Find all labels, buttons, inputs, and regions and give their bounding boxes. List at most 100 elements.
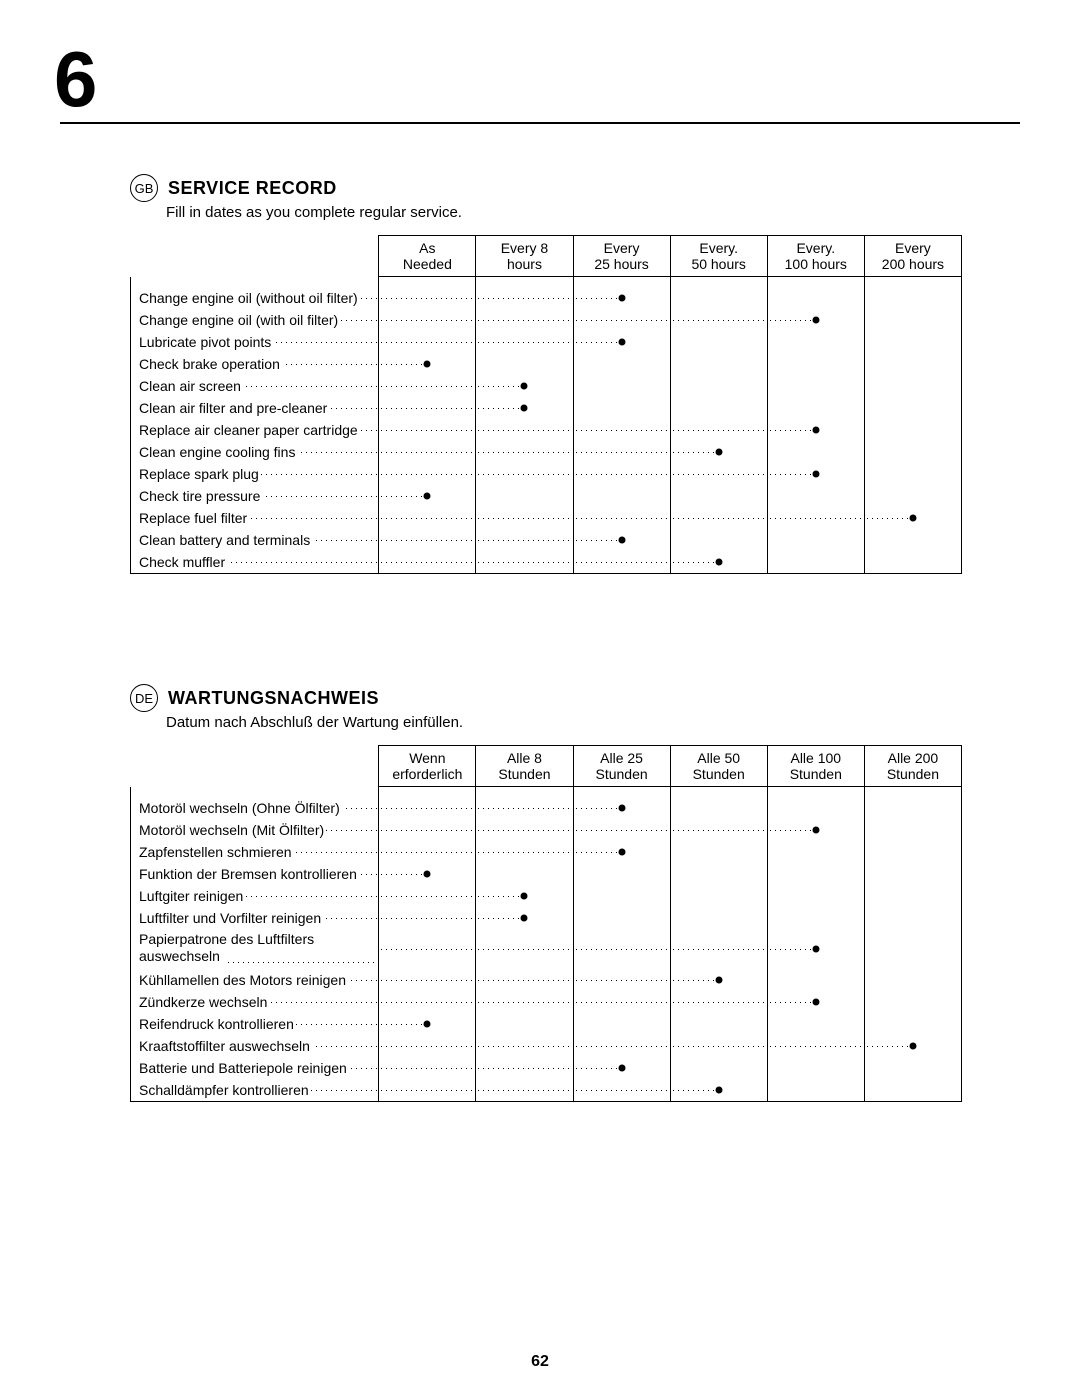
table-row: Zapfenstellen schmieren bbox=[131, 841, 962, 863]
task-label: Check brake operation bbox=[139, 356, 282, 372]
leader-dots bbox=[574, 949, 670, 950]
task-label: Clean engine cooling fins bbox=[139, 444, 297, 460]
interval-cell bbox=[379, 331, 476, 353]
column-header: Alle 25Stunden bbox=[573, 746, 670, 787]
task-cell: Clean battery and terminals bbox=[131, 529, 379, 551]
task-cell: Clean engine cooling fins bbox=[131, 441, 379, 463]
task-label: Zapfenstellen schmieren bbox=[139, 844, 294, 860]
table-row: Reifendruck kontrollieren bbox=[131, 1013, 962, 1035]
bullet-icon bbox=[618, 1065, 625, 1072]
column-header: Every 8hours bbox=[476, 236, 573, 277]
task-cell: Schalldämpfer kontrollieren bbox=[131, 1079, 379, 1102]
task-cell: Check muffler bbox=[131, 551, 379, 574]
task-label: Schalldämpfer kontrollieren bbox=[139, 1082, 311, 1098]
leader-dots bbox=[574, 452, 670, 453]
interval-cell bbox=[476, 797, 573, 819]
interval-cell bbox=[379, 441, 476, 463]
interval-cell bbox=[767, 819, 864, 841]
leader-dots bbox=[379, 830, 475, 831]
interval-cell bbox=[864, 309, 961, 331]
table-row: Change engine oil (without oil filter) bbox=[131, 287, 962, 309]
interval-cell bbox=[476, 1013, 573, 1035]
column-header-line2: 200 hours bbox=[867, 256, 959, 272]
leader-dots bbox=[671, 320, 767, 321]
interval-cell bbox=[864, 353, 961, 375]
task-label: Clean battery and terminals bbox=[139, 532, 312, 548]
task-label: Kraaftstoffilter auswechseln bbox=[139, 1038, 312, 1054]
interval-cell bbox=[379, 485, 476, 507]
interval-cell bbox=[767, 1013, 864, 1035]
leader-dots bbox=[379, 452, 475, 453]
interval-cell bbox=[864, 797, 961, 819]
leader-dots bbox=[379, 430, 475, 431]
interval-cell bbox=[379, 551, 476, 574]
column-header-line2: Stunden bbox=[673, 766, 765, 782]
interval-cell bbox=[573, 1057, 670, 1079]
task-label: Zündkerze wechseln bbox=[139, 994, 269, 1010]
task-cell: Luftfilter und Vorfilter reinigen bbox=[131, 907, 379, 929]
interval-cell bbox=[670, 529, 767, 551]
column-header-line1: Every 8 bbox=[478, 240, 570, 256]
interval-cell bbox=[670, 1079, 767, 1102]
bullet-icon bbox=[424, 361, 431, 368]
leader-dots bbox=[671, 474, 767, 475]
interval-cell bbox=[767, 929, 864, 969]
service-section: GBSERVICE RECORDFill in dates as you com… bbox=[130, 174, 1020, 574]
leader-dots bbox=[476, 386, 524, 387]
interval-cell bbox=[864, 841, 961, 863]
interval-cell bbox=[573, 529, 670, 551]
interval-cell bbox=[767, 485, 864, 507]
interval-cell bbox=[476, 397, 573, 419]
leader-dots bbox=[379, 852, 475, 853]
task-cell: Zündkerze wechseln bbox=[131, 991, 379, 1013]
task-cell: Motoröl wechseln (Ohne Ölfilter) bbox=[131, 797, 379, 819]
leader-dots bbox=[379, 298, 475, 299]
interval-cell bbox=[767, 1057, 864, 1079]
leader-dots bbox=[476, 320, 572, 321]
task-label: Reifendruck kontrollieren bbox=[139, 1016, 296, 1032]
bullet-icon bbox=[715, 977, 722, 984]
leader-dots bbox=[768, 1002, 816, 1003]
interval-cell bbox=[670, 287, 767, 309]
bullet-icon bbox=[521, 915, 528, 922]
task-cell: Motoröl wechseln (Mit Ölfilter) bbox=[131, 819, 379, 841]
column-header: Wennerforderlich bbox=[379, 746, 476, 787]
column-header-line2: Stunden bbox=[478, 766, 570, 782]
leader-dots bbox=[768, 518, 864, 519]
leader-dots bbox=[671, 562, 719, 563]
task-cell: Lubricate pivot points bbox=[131, 331, 379, 353]
interval-cell bbox=[476, 841, 573, 863]
interval-cell bbox=[573, 309, 670, 331]
bullet-icon bbox=[812, 946, 819, 953]
column-header: Every200 hours bbox=[864, 236, 961, 277]
leader-dots bbox=[476, 896, 524, 897]
task-label: Motoröl wechseln (Mit Ölfilter) bbox=[139, 822, 326, 838]
leader-dots bbox=[671, 980, 719, 981]
leader-dots bbox=[671, 1046, 767, 1047]
interval-cell bbox=[767, 841, 864, 863]
interval-cell bbox=[864, 397, 961, 419]
interval-cell bbox=[476, 419, 573, 441]
column-header-line2: Stunden bbox=[770, 766, 862, 782]
interval-cell bbox=[864, 441, 961, 463]
column-header: Every.100 hours bbox=[767, 236, 864, 277]
table-row: Clean engine cooling fins bbox=[131, 441, 962, 463]
interval-cell bbox=[670, 507, 767, 529]
column-header: Alle 8Stunden bbox=[476, 746, 573, 787]
leader-dots bbox=[476, 408, 524, 409]
table-row: Check brake operation bbox=[131, 353, 962, 375]
table-row: Batterie und Batteriepole reinigen bbox=[131, 1057, 962, 1079]
interval-cell bbox=[476, 551, 573, 574]
interval-cell bbox=[864, 863, 961, 885]
leader-dots bbox=[476, 452, 572, 453]
leader-dots bbox=[574, 1046, 670, 1047]
interval-cell bbox=[670, 309, 767, 331]
column-header-line1: As bbox=[381, 240, 473, 256]
interval-cell bbox=[767, 397, 864, 419]
bullet-icon bbox=[618, 295, 625, 302]
bullet-icon bbox=[812, 827, 819, 834]
task-cell: Replace spark plug bbox=[131, 463, 379, 485]
task-cell: Replace fuel filter bbox=[131, 507, 379, 529]
leader-dots bbox=[671, 1002, 767, 1003]
task-cell: Clean air filter and pre-cleaner bbox=[131, 397, 379, 419]
